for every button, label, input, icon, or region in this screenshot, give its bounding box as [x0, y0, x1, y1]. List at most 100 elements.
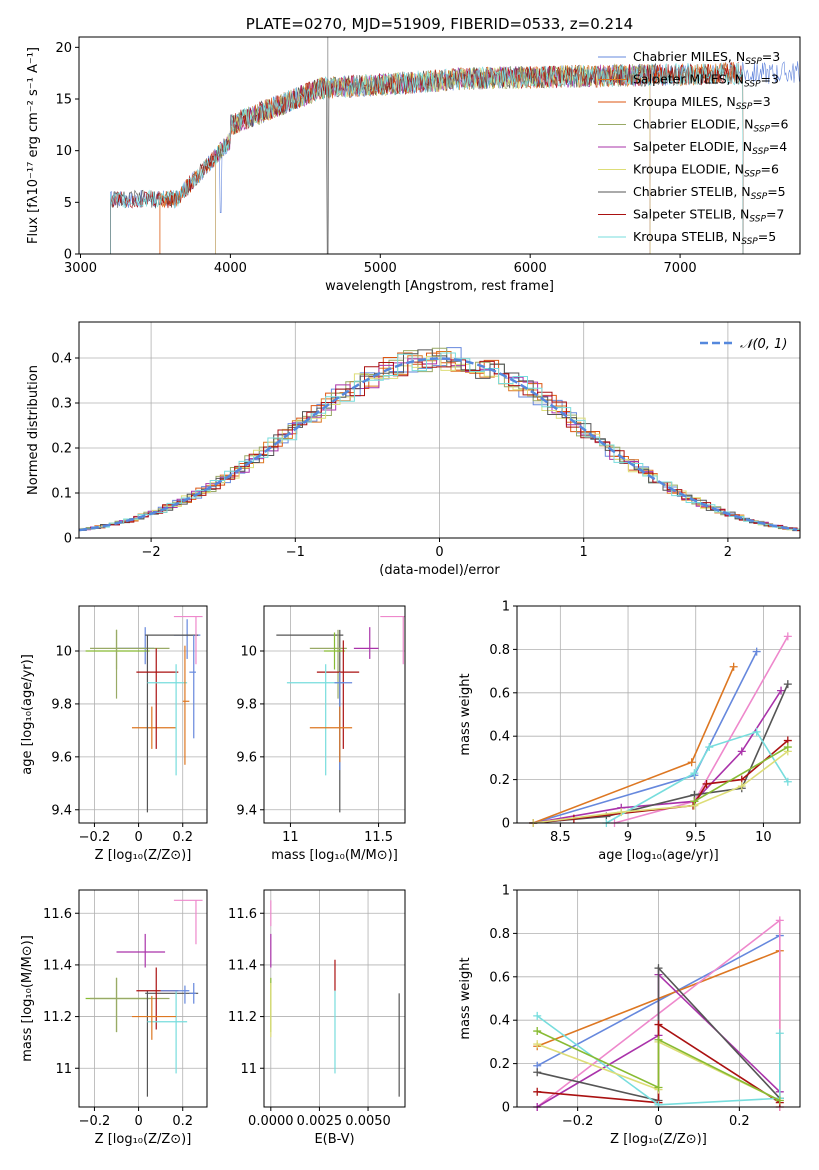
x-tick-label: 0	[435, 545, 443, 560]
weight_vs_age-axes	[517, 605, 800, 824]
x-tick-label: 1	[580, 545, 588, 560]
plot-frame	[78, 36, 801, 255]
weight_vs_Z-frame: −0.2 0 0.2 0 0.2 0.4 0.6 0.8 1 Z [log₁₀(Z/Z⊙)] mas…	[458, 884, 801, 1147]
legend-entry: Chabrier STELIB, NSSP=5	[633, 184, 786, 202]
y-tick-label: 9.8	[51, 697, 72, 712]
weight-marker	[729, 662, 738, 671]
y-tick-label: 0.1	[51, 487, 72, 502]
legend-entry: Salpeter ELODIE, NSSP=4	[633, 139, 787, 157]
y-tick-label: 9.4	[51, 803, 72, 818]
x-axis-label: wavelength [Angstrom, rest frame]	[325, 279, 554, 294]
y-tick-label: 11.6	[228, 907, 257, 922]
weight-line	[532, 651, 758, 824]
weight-line	[536, 1030, 781, 1102]
weight-marker	[690, 797, 699, 806]
plot-frame	[263, 889, 406, 1108]
legend-entry: Kroupa STELIB, NSSP=5	[633, 229, 776, 247]
y-tick-label: 11.6	[43, 907, 72, 922]
y-tick-label: 0.6	[489, 970, 510, 985]
x-axis-label: Z [log₁₀(Z/Z⊙)]	[610, 1132, 707, 1147]
y-tick-label: 9.6	[236, 750, 257, 765]
y-tick-label: 10	[55, 144, 72, 159]
mass_vs_ebv-frame: 0.0000 0.0025 0.0050 11 11.2 11.4 11.6 E(B-V)	[228, 889, 406, 1147]
x-axis-label: age [log₁₀(age/yr)]	[598, 848, 719, 863]
x-tick-label: 3000	[64, 261, 97, 276]
residuals-legend: 𝒩(0, 1)	[700, 337, 787, 352]
residuals-frame: −2 −1 0 1 2 0 0.1 0.2 0.3 0.4 (data-model)/error No…	[26, 321, 801, 578]
y-tick-label: 0.6	[489, 686, 510, 701]
age_vs_mass-frame: 11 11.5 9.4 9.6 9.8 10 mass [log₁₀(M/M⊙)]	[236, 605, 406, 863]
y-tick-label: 1	[502, 884, 510, 899]
weight-marker	[690, 769, 699, 778]
age_vs_mass-points	[276, 615, 405, 813]
y-tick-label: 0.8	[489, 927, 510, 942]
y-tick-label: 5	[64, 196, 72, 211]
weight-marker	[533, 1087, 542, 1096]
y-tick-label: 0.2	[489, 1057, 510, 1072]
weight-marker	[533, 1027, 542, 1036]
weight-marker	[617, 808, 626, 817]
y-tick-label: 0	[64, 532, 72, 547]
y-tick-label: 9.8	[236, 697, 257, 712]
x-axis-label: E(B-V)	[314, 1132, 354, 1147]
x-axis-label: mass [log₁₀(M/M⊙)]	[271, 848, 398, 863]
x-tick-label: 0.2	[172, 1114, 193, 1129]
plot-frame	[78, 605, 208, 824]
weight-line	[693, 746, 789, 802]
y-tick-label: 9.4	[236, 803, 257, 818]
weight-marker	[783, 680, 792, 689]
weight-marker	[783, 632, 792, 641]
y-tick-label: 0.8	[489, 643, 510, 658]
x-axis-label: Z [log₁₀(Z/Z⊙)]	[95, 848, 192, 863]
legend-entry: Chabrier ELODIE, NSSP=6	[633, 117, 788, 135]
y-tick-label: 11.2	[228, 1010, 257, 1025]
weight-marker	[737, 782, 746, 791]
spectrum-series	[159, 62, 744, 254]
plot-frame	[78, 889, 208, 1108]
y-axis-label: Flux [fλ10⁻¹⁷ erg cm⁻² s⁻¹ A⁻¹]	[26, 47, 41, 244]
normal-curve	[79, 357, 798, 532]
legend-entry: Salpeter MILES, NSSP=3	[633, 72, 779, 90]
x-tick-label: 11	[282, 830, 299, 845]
legend-entry: Kroupa MILES, NSSP=3	[633, 94, 771, 112]
age_vs_Z-frame: −0.2 0 0.2 9.4 9.6 9.8 10 Z [log₁₀(Z/Z⊙)] age [l…	[20, 605, 208, 863]
legend-entry: Chabrier MILES, NSSP=3	[633, 49, 780, 67]
y-tick-label: 11	[240, 1062, 257, 1077]
x-tick-label: 0.2	[729, 1114, 750, 1129]
y-tick-label: 0.3	[51, 397, 72, 412]
weight-marker	[654, 1020, 663, 1029]
spectrum-series	[110, 62, 744, 254]
x-tick-label: 6000	[514, 261, 547, 276]
weight_vs_age-lines	[529, 632, 792, 827]
weight-marker	[705, 743, 714, 752]
weight-marker	[533, 1068, 542, 1077]
y-tick-label: 11	[55, 1062, 72, 1077]
plot-frame	[263, 605, 406, 824]
residuals-axes	[79, 322, 800, 539]
weight-marker	[687, 758, 696, 767]
y-tick-label: 10	[55, 644, 72, 659]
weight-marker	[775, 1096, 784, 1105]
spectrum-series	[215, 64, 651, 254]
x-axis-label: Z [log₁₀(Z/Z⊙)]	[95, 1132, 192, 1147]
age_vs_Z-axes	[79, 606, 207, 823]
weight-marker	[783, 743, 792, 752]
x-tick-label: 0.2	[172, 830, 193, 845]
y-tick-label: 0	[502, 817, 510, 832]
x-tick-label: 7000	[664, 261, 697, 276]
y-axis-label: Normed distribution	[26, 365, 41, 495]
y-axis-label: mass weight	[458, 957, 473, 1039]
weight-marker	[777, 686, 786, 695]
x-tick-label: 0	[134, 1114, 142, 1129]
weight-marker	[783, 777, 792, 786]
x-tick-label: 0.0025	[297, 1114, 343, 1129]
x-axis-label: (data-model)/error	[379, 563, 500, 578]
histogram-step	[80, 352, 800, 530]
weight_vs_Z-lines	[533, 916, 784, 1111]
weight-marker	[775, 1029, 784, 1038]
y-tick-label: 0.4	[489, 1014, 510, 1029]
y-axis-label: mass [log₁₀(M/M⊙)]	[20, 935, 35, 1062]
y-tick-label: 9.6	[51, 750, 72, 765]
mass_vs_ebv-points	[270, 900, 400, 1097]
plot-frame	[516, 605, 801, 824]
